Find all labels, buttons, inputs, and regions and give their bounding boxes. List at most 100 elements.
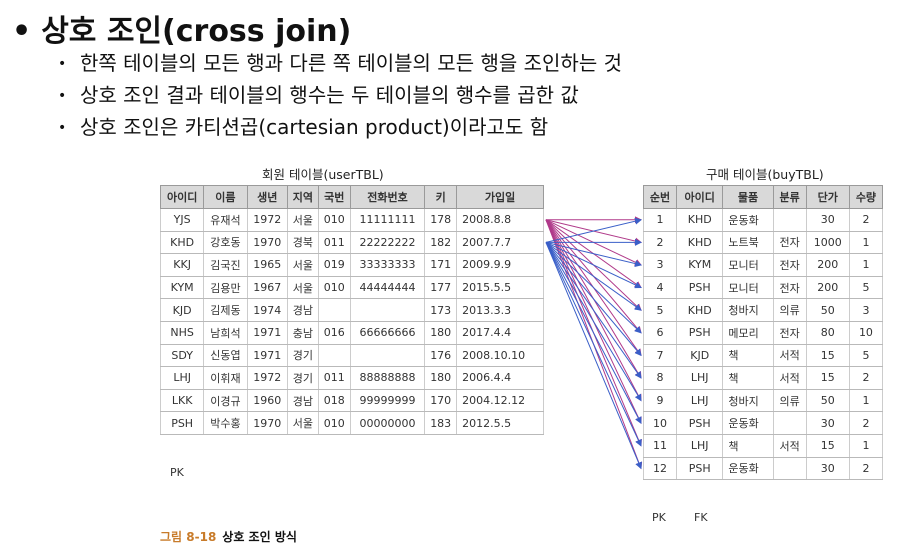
table-cell: 99999999 — [349, 388, 426, 413]
table-cell: 2013.3.3 — [456, 298, 544, 322]
column-header: 가입일 — [456, 185, 544, 209]
join-arrow — [545, 241, 642, 268]
table-cell: 11 — [642, 433, 678, 458]
table-row: 5 KHD 청바지 의류 50 3 — [642, 298, 884, 322]
table-cell: 서적 — [772, 433, 807, 458]
buy-fk-label: FK — [694, 511, 708, 524]
table-cell: 이경규 — [203, 388, 248, 413]
table-cell: 30 — [805, 456, 850, 481]
table-cell: 서울 — [286, 253, 319, 277]
table-cell: 1970 — [246, 230, 288, 255]
bullet-item: • 한쪽 테이블의 모든 행과 다른 쪽 테이블의 모든 행을 조인하는 것 — [58, 51, 622, 75]
table-cell: 2004.12.12 — [456, 388, 544, 413]
table-cell: 1971 — [246, 343, 288, 368]
table-cell: 00000000 — [349, 411, 426, 435]
table-cell: 33333333 — [349, 253, 426, 277]
table-row: KHD 강호동 1970 경북 011 22222222 182 2007.7.7 — [159, 230, 544, 255]
table-cell: 강호동 — [203, 230, 248, 255]
table-cell: 200 — [805, 275, 850, 300]
buy-table-header: 순번 아이디 물품 분류 단가 수량 — [642, 185, 884, 209]
table-cell: 183 — [424, 411, 458, 435]
table-cell: 010 — [317, 411, 351, 435]
buy-pk-label: PK — [652, 511, 666, 524]
table-cell: 2012.5.5 — [456, 411, 544, 435]
table-cell: 12 — [642, 456, 678, 481]
join-arrow — [545, 217, 642, 243]
table-row: 6 PSH 메모리 전자 80 10 — [642, 320, 884, 345]
table-row: KKJ 김국진 1965 서울 019 33333333 171 2009.9.9 — [159, 253, 544, 277]
page-title: • 상호 조인(cross join) — [12, 6, 351, 50]
table-cell: 의류 — [772, 388, 807, 413]
table-cell: 경북 — [286, 230, 319, 255]
table-cell: 남희석 — [203, 320, 248, 345]
table-cell: 177 — [424, 275, 458, 300]
table-cell: 1971 — [246, 320, 288, 345]
buy-table-caption: 구매 테이블(buyTBL) — [706, 167, 824, 182]
column-header: 순번 — [642, 185, 678, 209]
table-cell: 1970 — [246, 411, 288, 435]
table-row: 1 KHD 운동화 30 2 — [642, 208, 884, 232]
table-row: KJD 김제동 1974 경남 173 2013.3.3 — [159, 298, 544, 322]
table-cell: 2008.8.8 — [456, 208, 544, 232]
table-cell: LHJ — [676, 366, 724, 390]
table-row: 4 PSH 모니터 전자 200 5 — [642, 275, 884, 300]
column-header: 아이디 — [159, 185, 205, 209]
figure-caption: 그림 8-18 상호 조인 방식 — [160, 528, 297, 545]
join-arrow — [545, 242, 642, 334]
column-header: 전화번호 — [349, 185, 426, 209]
column-header: 지역 — [286, 185, 319, 209]
bullet-item: • 상호 조인은 카티션곱(cartesian product)이라고도 함 — [58, 115, 549, 139]
table-cell: 운동화 — [722, 411, 774, 435]
join-arrow — [545, 241, 642, 289]
table-cell: 박수홍 — [203, 411, 248, 435]
table-cell: 청바지 — [722, 298, 774, 322]
table-cell: 80 — [805, 320, 850, 345]
table-cell: 182 — [424, 230, 458, 255]
table-cell: 15 — [805, 343, 850, 368]
table-row: 9 LHJ 청바지 의류 50 1 — [642, 388, 884, 413]
table-cell: 66666666 — [349, 320, 426, 345]
table-cell: 171 — [424, 253, 458, 277]
table-row: PSH 박수홍 1970 서울 010 00000000 183 2012.5.5 — [159, 411, 544, 435]
table-cell: 운동화 — [722, 208, 774, 232]
table-cell: 50 — [805, 298, 850, 322]
table-cell: 청바지 — [722, 388, 774, 413]
column-header: 국번 — [317, 185, 351, 209]
table-cell: 노트북 — [722, 230, 774, 255]
table-cell: 서울 — [286, 208, 319, 232]
table-row: 8 LHJ 책 서적 15 2 — [642, 366, 884, 390]
table-cell: LHJ — [676, 433, 724, 458]
table-cell: 1000 — [805, 230, 850, 255]
column-header: 물품 — [722, 185, 774, 209]
user-table-caption: 회원 테이블(userTBL) — [262, 167, 384, 182]
join-arrow — [545, 242, 642, 470]
bullet-list: • 한쪽 테이블의 모든 행과 다른 쪽 테이블의 모든 행을 조인하는 것 • 상… — [58, 48, 622, 144]
table-cell: 충남 — [286, 320, 319, 345]
table-cell: 200 — [805, 253, 850, 277]
table-cell: 1 — [848, 388, 884, 413]
column-header: 분류 — [772, 185, 807, 209]
table-cell: 22222222 — [349, 230, 426, 255]
table-cell: LKK — [159, 388, 205, 413]
table-cell: 30 — [805, 208, 850, 232]
table-cell: 서울 — [286, 411, 319, 435]
table-row: 2 KHD 노트북 전자 1000 1 — [642, 230, 884, 255]
table-cell: KHD — [159, 230, 205, 255]
table-row: 11 LHJ 책 서적 15 1 — [642, 433, 884, 458]
user-key-label: PK — [170, 466, 184, 479]
title-text: 상호 조인(cross join) — [41, 14, 352, 49]
table-cell: 경기 — [286, 366, 319, 390]
column-header: 단가 — [805, 185, 850, 209]
table-cell: 2007.7.7 — [456, 230, 544, 255]
table-row: SDY 신동엽 1971 경기 176 2008.10.10 — [159, 343, 544, 368]
table-row: 12 PSH 운동화 30 2 — [642, 456, 884, 481]
table-cell: 운동화 — [722, 456, 774, 481]
table-cell: 1967 — [246, 275, 288, 300]
table-cell: 1965 — [246, 253, 288, 277]
table-cell: 176 — [424, 343, 458, 368]
table-row: 7 KJD 책 서적 15 5 — [642, 343, 884, 368]
join-arrow — [545, 242, 642, 379]
user-table: 아이디 이름 생년 지역 국번 전화번호 키 가입일 YJS 유재석 1972 서울 0… — [159, 185, 544, 435]
figure-number: 그림 8-18 — [160, 530, 217, 544]
